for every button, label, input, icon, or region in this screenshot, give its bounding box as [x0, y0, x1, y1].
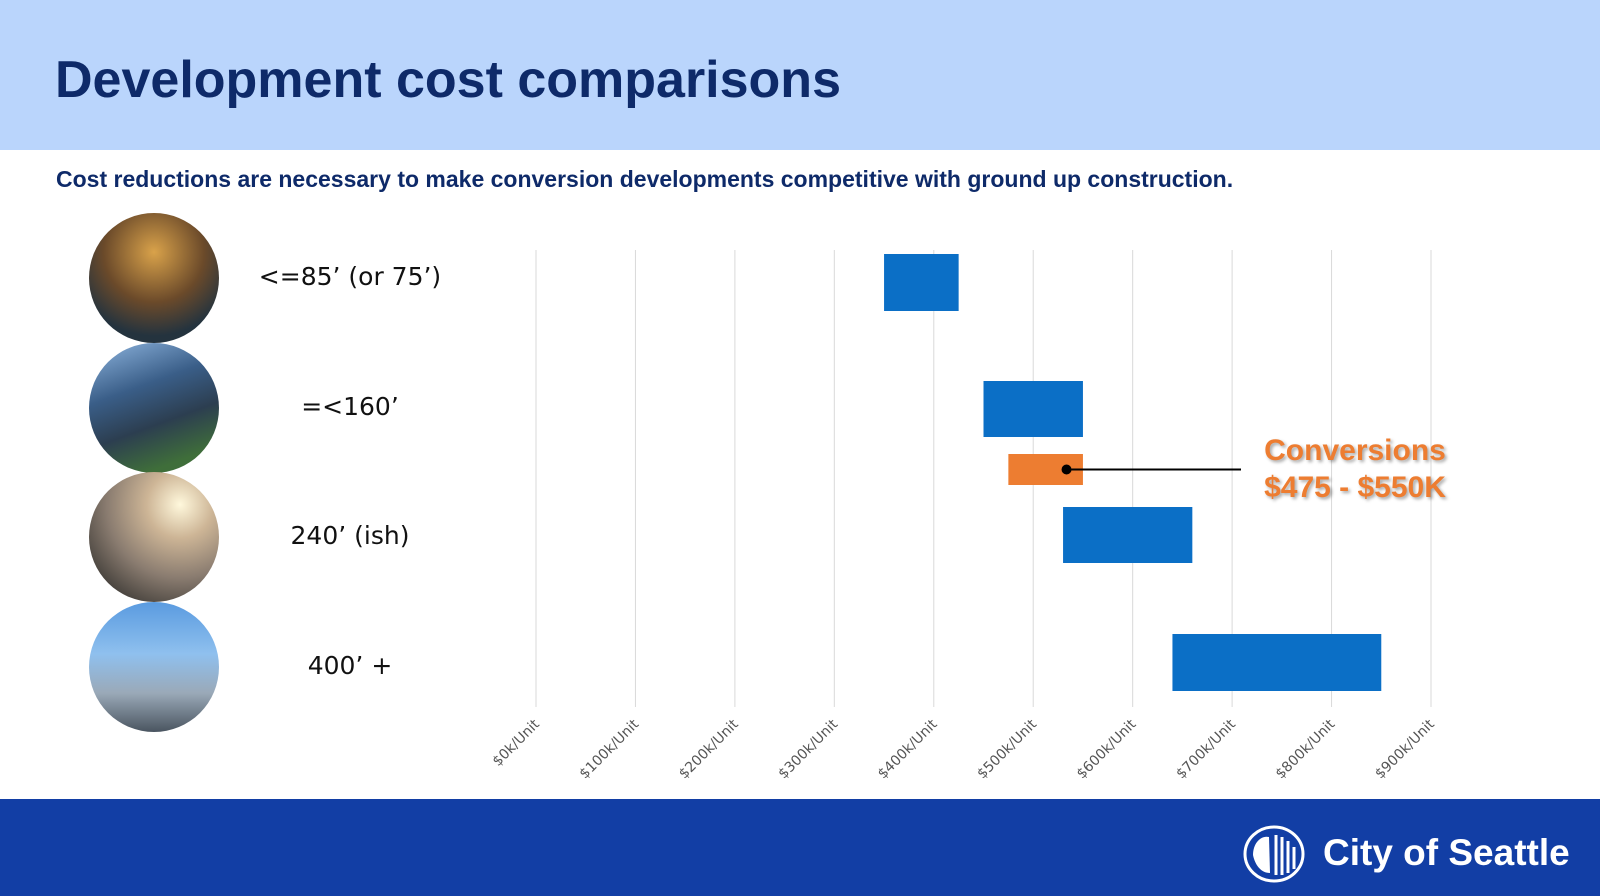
seattle-seal-icon: [1243, 825, 1305, 883]
range-bar: [983, 381, 1083, 437]
x-tick-label: $900k/Unit: [1372, 716, 1438, 782]
row-label: <=85’ (or 75’): [258, 262, 442, 291]
page-title: Development cost comparisons: [55, 51, 841, 109]
range-bar: [1063, 507, 1193, 563]
row-label: 240’ (ish): [290, 521, 410, 550]
x-tick-label: $600k/Unit: [1074, 716, 1140, 782]
range-bar: [1172, 634, 1382, 691]
subtitle: Cost reductions are necessary to make co…: [56, 166, 1234, 192]
building-photo-high-rise: [89, 472, 219, 602]
callout-leader-dot: [1061, 464, 1072, 475]
conversions-callout: Conversions $475 - $550K: [1225, 432, 1485, 506]
range-bar: [884, 254, 959, 311]
building-photo-low-rise: [89, 213, 219, 343]
callout-range: $475 - $550K: [1264, 471, 1446, 504]
x-tick-label: $800k/Unit: [1273, 716, 1339, 782]
row-label: =<160’: [301, 392, 399, 421]
building-photo-tower: [89, 602, 219, 732]
x-tick-label: $0k/Unit: [490, 716, 543, 769]
x-tick-label: $100k/Unit: [577, 716, 643, 782]
x-tick-label: $400k/Unit: [875, 716, 941, 782]
header-band: Development cost comparisons: [0, 0, 1600, 150]
callout-title: Conversions: [1264, 434, 1446, 467]
cost-range-chart: $0k/Unit $100k/Unit $200k/Unit $300k/Unit $4…: [490, 250, 1438, 782]
x-tick-label: $300k/Unit: [775, 716, 841, 782]
row-label: 400’ +: [307, 651, 393, 680]
city-of-seattle-logo-text: City of Seattle: [1323, 832, 1570, 873]
footer-band: [0, 799, 1600, 896]
x-tick-label: $200k/Unit: [676, 716, 742, 782]
x-tick-label: $700k/Unit: [1173, 716, 1239, 782]
building-photo-mid-rise: [89, 343, 219, 473]
x-tick-label: $500k/Unit: [974, 716, 1040, 782]
